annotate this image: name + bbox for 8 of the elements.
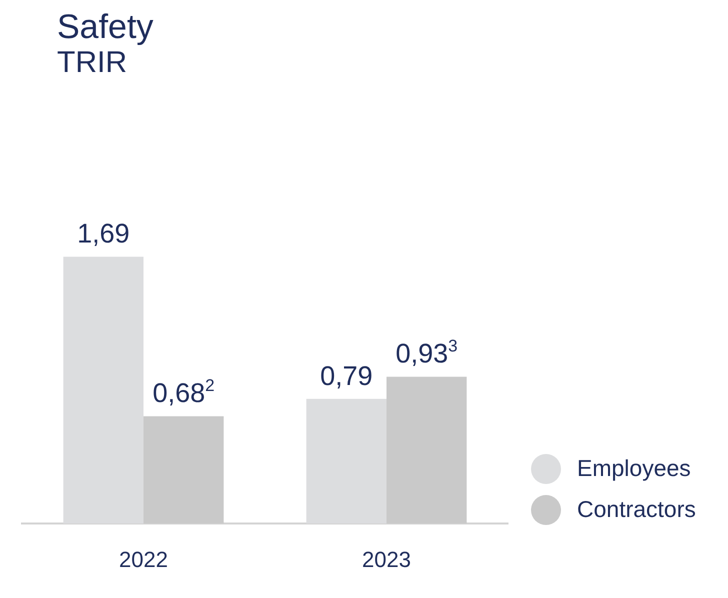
legend-label: Contractors <box>577 496 696 523</box>
chart-subtitle: TRIR <box>57 46 127 80</box>
x-tick-label: 2023 <box>362 546 411 572</box>
x-tick-label: 2022 <box>119 546 168 572</box>
chart-title: Safety <box>57 8 154 46</box>
data-label: 1,69 <box>77 218 130 249</box>
data-label: 0,79 <box>320 360 373 391</box>
legend-label: Employees <box>577 455 691 482</box>
